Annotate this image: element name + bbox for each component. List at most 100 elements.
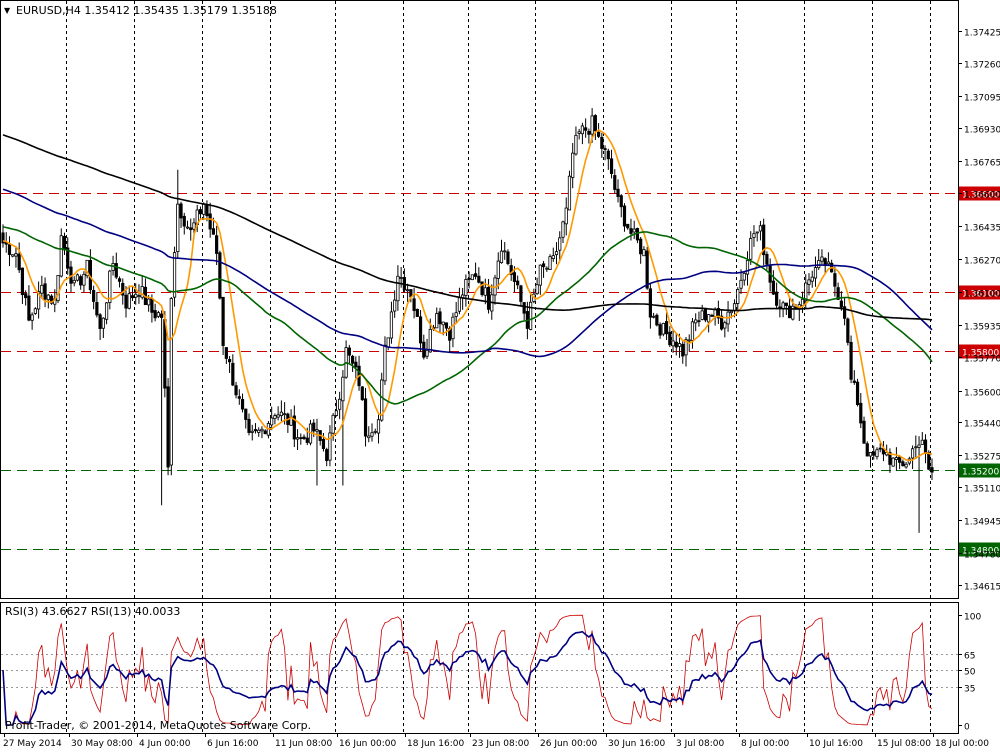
- candle-body: [499, 250, 504, 264]
- candle-body: [263, 430, 267, 435]
- candle-body: [367, 435, 371, 439]
- candle-body: [108, 270, 112, 303]
- candle-body: [393, 299, 397, 312]
- candle-body: [14, 253, 18, 257]
- candle-body: [729, 310, 733, 314]
- candle-body: [104, 302, 109, 320]
- candle-body: [376, 419, 381, 434]
- candle-body: [257, 429, 261, 433]
- symbol-dropdown-icon[interactable]: ▼: [4, 6, 11, 15]
- resistance-line-label-box: [959, 186, 1000, 201]
- candle-body: [253, 429, 258, 432]
- y-tick-label: 1.35935: [964, 323, 1000, 333]
- candle-body: [237, 396, 241, 399]
- candle-body: [509, 265, 513, 275]
- rsi-tick-label: 50: [964, 668, 976, 678]
- candle-body: [331, 414, 335, 434]
- candle-body: [652, 315, 656, 318]
- ma-line-ma_fast: [2, 129, 933, 462]
- candle-body: [752, 233, 756, 238]
- candle-body: [98, 314, 102, 329]
- candle-body: [40, 284, 44, 294]
- candle-body: [172, 252, 177, 298]
- candle-body: [221, 296, 225, 347]
- candle-body: [855, 381, 860, 406]
- x-tick-label: 30 Jun 16:00: [608, 739, 665, 749]
- rsi-tick-label: 100: [964, 613, 981, 623]
- candle-body: [114, 263, 118, 278]
- resistance-line-label-box: [959, 344, 1000, 359]
- candle-body: [603, 148, 607, 150]
- candle-body: [496, 260, 500, 279]
- candle-body: [707, 314, 711, 323]
- candle-body: [231, 362, 235, 386]
- candle-body: [389, 311, 394, 339]
- candle-body: [681, 343, 685, 357]
- candle-body: [473, 273, 478, 277]
- candle-body: [898, 456, 902, 463]
- candle-body: [1, 232, 5, 244]
- candle-body: [616, 188, 620, 197]
- candle-body: [373, 430, 377, 433]
- candle-body: [66, 247, 70, 269]
- candle-body: [438, 311, 442, 325]
- candle-body: [642, 249, 646, 257]
- candle-body: [234, 385, 238, 396]
- candle-body: [645, 250, 649, 289]
- candle-body: [574, 134, 578, 155]
- rsi-line-rsi_fast: [2, 614, 933, 726]
- candle-body: [7, 244, 12, 255]
- candle-body: [927, 452, 931, 470]
- candle-body: [486, 286, 491, 310]
- rsi-line-rsi_slow: [2, 630, 933, 726]
- x-tick-label: 15 Jul 08:00: [877, 739, 931, 749]
- candle-body: [891, 457, 895, 467]
- candle-body: [350, 355, 355, 364]
- candle-body: [92, 290, 96, 302]
- candle-body: [457, 297, 462, 312]
- x-tick-label: 11 Jun 08:00: [275, 739, 332, 749]
- candle-body: [613, 175, 617, 190]
- candle-body: [244, 408, 248, 420]
- candle-body: [276, 414, 280, 418]
- candle-body: [755, 231, 759, 234]
- candle-body: [444, 322, 449, 329]
- candle-body: [538, 264, 542, 286]
- candle-body: [697, 320, 701, 323]
- candle-body: [415, 308, 419, 317]
- candle-body: [150, 298, 154, 313]
- candle-body: [30, 314, 34, 321]
- candle-body: [166, 386, 170, 468]
- candle-body: [43, 283, 47, 300]
- y-tick-label: 1.36270: [964, 257, 1000, 267]
- candle-body: [185, 226, 190, 229]
- candle-body: [127, 293, 131, 309]
- candle-body: [846, 318, 850, 343]
- candle-body: [85, 259, 89, 277]
- candle-body: [548, 256, 552, 271]
- candle-body: [571, 152, 575, 178]
- candle-body: [380, 379, 384, 421]
- x-tick-label: 4 Jun 00:00: [139, 739, 191, 749]
- candle-body: [619, 195, 623, 208]
- rsi-tick-label: 0: [964, 723, 970, 733]
- main-panel-frame: [0, 0, 959, 599]
- ma-line-ma_mid: [2, 226, 933, 405]
- candle-body: [202, 203, 206, 215]
- candle-body: [299, 437, 303, 440]
- candle-body: [593, 115, 597, 132]
- candle-body: [917, 444, 921, 448]
- candle-body: [396, 275, 400, 302]
- candle-body: [784, 302, 788, 306]
- candle-body: [700, 310, 704, 320]
- candle-body: [305, 437, 309, 443]
- candle-body: [273, 415, 277, 420]
- candle-body: [464, 279, 468, 296]
- support-line-label-box: [959, 463, 1000, 478]
- candle-body: [33, 308, 37, 314]
- candle-body: [519, 285, 523, 302]
- candle-body: [823, 258, 827, 265]
- candle-body: [710, 314, 714, 317]
